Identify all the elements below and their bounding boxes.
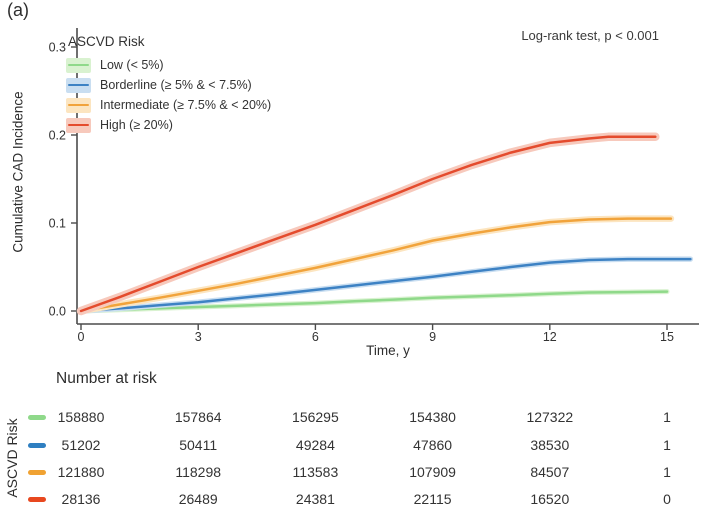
survival-plot: 0 3 6 9 12 15 0.0 0.1 0.2 0.3 [49, 28, 699, 344]
risk-cell: 1 [663, 464, 671, 480]
series-line-intermediate [79, 217, 673, 313]
risk-cell: 113583 [292, 464, 339, 480]
risk-cell: 49284 [295, 437, 335, 453]
legend-item-intermediate: Intermediate (≥ 7.5% & < 20%) [66, 95, 271, 115]
risk-cell: 121880 [57, 464, 105, 480]
risk-axis-label: ASCVD Risk [4, 418, 20, 498]
risk-cell: 16520 [530, 491, 570, 507]
series-line-borderline [79, 257, 692, 313]
panel-label: (a) [7, 0, 29, 20]
risk-cell: 28136 [61, 491, 101, 507]
x-tick-label: 0 [78, 330, 85, 344]
risk-cell: 22115 [413, 491, 452, 507]
y-axis-label: Cumulative CAD Incidence [10, 91, 26, 253]
risk-table-title: Number at risk [56, 370, 157, 387]
legend-line-high-icon [68, 123, 89, 127]
risk-cell: 24381 [295, 491, 335, 507]
risk-cell: 51202 [61, 437, 101, 453]
legend-label-borderline: Borderline (≥ 5% & < 7.5%) [100, 78, 252, 92]
series-line-high [79, 135, 657, 313]
risk-cell: 38530 [530, 437, 570, 453]
y-tick-label: 0.1 [49, 217, 66, 231]
risk-cell: 26489 [178, 491, 218, 507]
x-axis-label: Time, y [366, 343, 410, 358]
risk-cell: 156295 [292, 409, 339, 425]
risk-cell: 127322 [526, 409, 574, 425]
risk-cell: 157864 [174, 409, 222, 425]
risk-cell: 118298 [175, 464, 222, 480]
y-tick-label: 0.2 [49, 129, 66, 143]
legend-line-low-icon [68, 63, 89, 67]
legend-item-borderline: Borderline (≥ 5% & < 7.5%) [66, 75, 271, 95]
risk-cell: 1 [663, 437, 671, 453]
x-tick-label: 6 [312, 330, 319, 344]
risk-row-swatch-icon [28, 469, 46, 475]
legend-line-borderline-icon [68, 83, 89, 87]
x-tick-label: 3 [195, 330, 202, 344]
risk-cell: 0 [663, 491, 671, 507]
x-tick-label: 15 [660, 330, 674, 344]
risk-cell: 47860 [413, 437, 453, 453]
risk-row-swatch-icon [28, 442, 46, 448]
logrank-annotation: Log-rank test, p < 0.001 [521, 28, 659, 43]
legend-line-intermediate-icon [68, 103, 89, 107]
legend-item-low: Low (< 5%) [66, 55, 271, 75]
legend: ASCVD Risk Low (< 5%) Borderline (≥ 5% & … [66, 34, 271, 135]
risk-cell: 1 [663, 409, 671, 425]
risk-cell: 50411 [179, 437, 218, 453]
risk-row-swatch-icon [28, 496, 46, 502]
risk-row-swatch-icon [28, 414, 46, 420]
risk-cell: 154380 [409, 409, 456, 425]
legend-label-low: Low (< 5%) [100, 58, 164, 72]
legend-items: Low (< 5%) Borderline (≥ 5% & < 7.5%) Inte… [66, 55, 271, 135]
x-tick-label: 12 [543, 330, 557, 344]
legend-swatch-low-icon [66, 57, 91, 73]
y-tick-label: 0.3 [49, 41, 66, 55]
legend-swatch-high-icon [66, 117, 91, 133]
risk-cell: 158880 [57, 409, 105, 425]
legend-label-intermediate: Intermediate (≥ 7.5% & < 20%) [100, 98, 272, 112]
legend-swatch-intermediate-icon [66, 97, 91, 113]
x-tick-label: 9 [429, 330, 436, 344]
series-line-low [79, 290, 669, 313]
legend-title: ASCVD Risk [68, 34, 145, 49]
risk-cell: 84507 [530, 464, 570, 480]
legend-swatch-borderline-icon [66, 77, 91, 93]
risk-cell: 107909 [409, 464, 456, 480]
legend-item-high: High (≥ 20%) [66, 115, 271, 135]
legend-label-high: High (≥ 20%) [100, 118, 173, 132]
y-tick-label: 0.0 [49, 305, 66, 319]
